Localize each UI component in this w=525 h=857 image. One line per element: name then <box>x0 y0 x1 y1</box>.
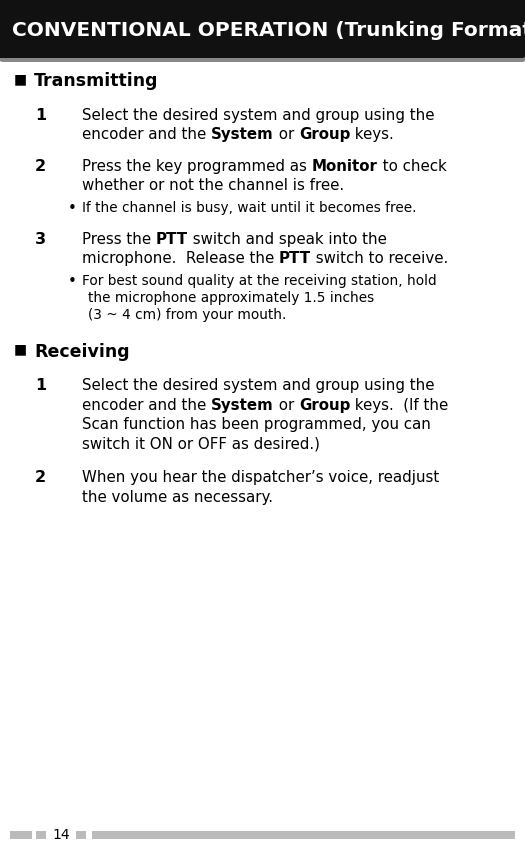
Text: PTT: PTT <box>279 251 311 266</box>
FancyBboxPatch shape <box>0 2 525 62</box>
Text: ■: ■ <box>14 72 27 86</box>
Text: or: or <box>274 127 299 142</box>
Text: Transmitting: Transmitting <box>34 72 159 90</box>
Text: keys.: keys. <box>350 127 394 142</box>
Bar <box>36 831 46 839</box>
Text: keys.  (If the: keys. (If the <box>350 398 448 412</box>
Text: Scan function has been programmed, you can: Scan function has been programmed, you c… <box>82 417 431 432</box>
Text: System: System <box>211 127 274 142</box>
Text: or: or <box>274 398 299 412</box>
Text: Select the desired system and group using the: Select the desired system and group usin… <box>82 107 435 123</box>
Bar <box>10 831 32 839</box>
Text: 3: 3 <box>35 231 46 247</box>
Text: 1: 1 <box>35 107 46 123</box>
Text: PTT: PTT <box>156 231 188 247</box>
Text: 1: 1 <box>35 378 46 393</box>
Text: Press the: Press the <box>82 231 156 247</box>
Text: Group: Group <box>299 398 350 412</box>
Text: Monitor: Monitor <box>312 159 377 173</box>
Text: 2: 2 <box>35 470 46 485</box>
Bar <box>92 831 515 839</box>
Text: Group: Group <box>299 127 350 142</box>
Text: switch to receive.: switch to receive. <box>311 251 448 266</box>
Text: For best sound quality at the receiving station, hold: For best sound quality at the receiving … <box>82 273 437 287</box>
Text: CONVENTIONAL OPERATION (Trunking Format): CONVENTIONAL OPERATION (Trunking Format) <box>12 21 525 39</box>
Text: When you hear the dispatcher’s voice, readjust: When you hear the dispatcher’s voice, re… <box>82 470 439 485</box>
Text: microphone.  Release the: microphone. Release the <box>82 251 279 266</box>
Text: •: • <box>68 273 77 289</box>
Bar <box>76 831 86 839</box>
Text: Press the key programmed as: Press the key programmed as <box>82 159 312 173</box>
Text: 14: 14 <box>52 828 70 842</box>
Text: Receiving: Receiving <box>34 343 130 361</box>
Text: 2: 2 <box>35 159 46 173</box>
Text: the microphone approximately 1.5 inches: the microphone approximately 1.5 inches <box>88 291 374 304</box>
Text: If the channel is busy, wait until it becomes free.: If the channel is busy, wait until it be… <box>82 201 416 214</box>
Text: to check: to check <box>377 159 446 173</box>
Text: whether or not the channel is free.: whether or not the channel is free. <box>82 178 344 193</box>
Text: the volume as necessary.: the volume as necessary. <box>82 489 273 505</box>
Text: ■: ■ <box>14 343 27 357</box>
Text: switch it ON or OFF as desired.): switch it ON or OFF as desired.) <box>82 436 320 452</box>
Text: encoder and the: encoder and the <box>82 127 211 142</box>
Text: (3 ~ 4 cm) from your mouth.: (3 ~ 4 cm) from your mouth. <box>88 308 286 321</box>
FancyBboxPatch shape <box>0 0 525 58</box>
Text: •: • <box>68 201 77 215</box>
Text: Select the desired system and group using the: Select the desired system and group usin… <box>82 378 435 393</box>
Text: System: System <box>211 398 274 412</box>
Text: switch and speak into the: switch and speak into the <box>188 231 387 247</box>
Text: encoder and the: encoder and the <box>82 398 211 412</box>
